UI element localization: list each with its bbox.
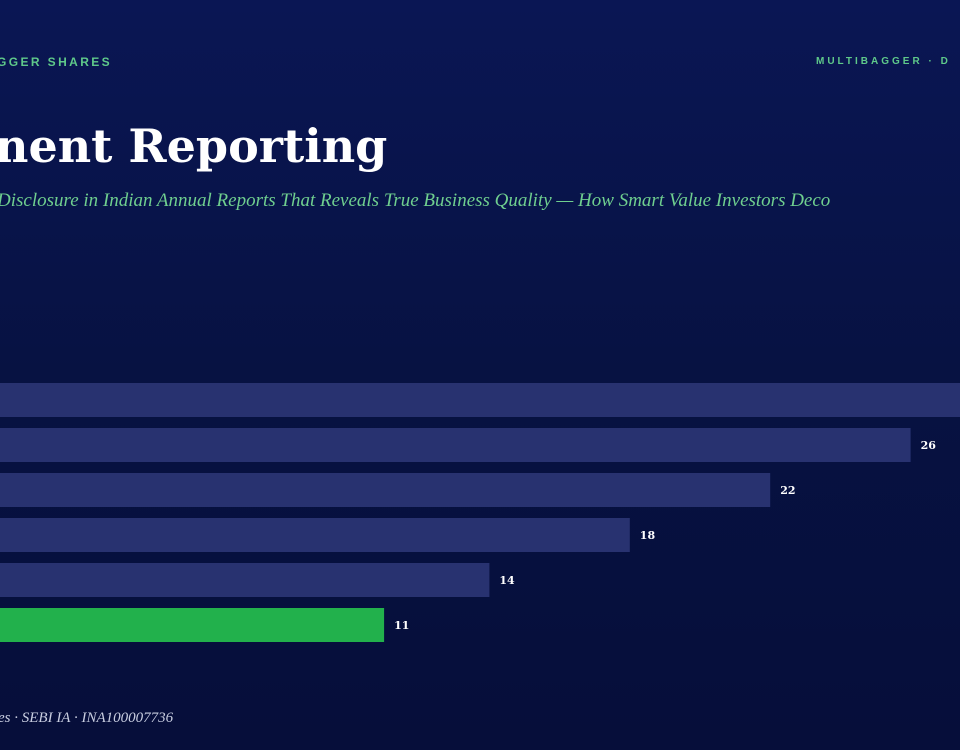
header-left: GGER SHARES (0, 55, 112, 69)
subtitle: Disclosure in Indian Annual Reports That… (0, 190, 830, 211)
bar (0, 428, 911, 462)
bar (0, 518, 630, 552)
footer: es · SEBI IA · INA100007736 (0, 710, 174, 726)
value-label: 14 (499, 574, 515, 587)
value-label: 26 (921, 439, 937, 452)
value-label: 18 (640, 529, 656, 542)
bar (0, 608, 385, 642)
bar (0, 563, 490, 597)
value-label: 22 (780, 484, 795, 497)
bar (0, 383, 960, 417)
bar (0, 473, 771, 507)
title: nent Reporting (0, 119, 387, 173)
header-right: MULTIBAGGER · D (816, 56, 951, 67)
value-label: 11 (394, 619, 409, 632)
